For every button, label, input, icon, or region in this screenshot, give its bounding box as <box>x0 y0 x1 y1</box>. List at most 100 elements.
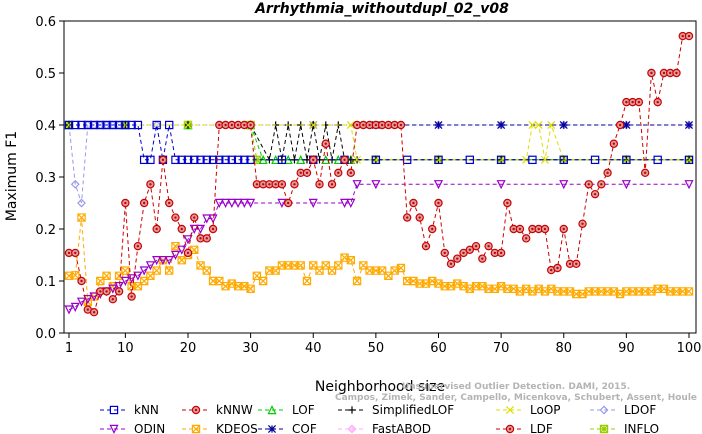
point-knn <box>139 155 149 165</box>
series-knn <box>64 120 694 165</box>
point-knn <box>102 120 111 130</box>
point-odin <box>114 282 124 292</box>
point-knnw <box>465 245 475 254</box>
point-kdeos <box>346 256 356 265</box>
point-odin <box>684 180 694 190</box>
legend-label-kdeos: KDEOS <box>216 422 258 434</box>
point-odin <box>145 261 155 271</box>
point-knnw <box>246 120 255 130</box>
point-kdeos <box>77 213 86 222</box>
point-knnw <box>165 198 174 208</box>
point-knnw <box>515 224 525 234</box>
y-tick-label: 0.4 <box>35 119 56 134</box>
legend-label-inflo: INFLO <box>624 422 659 434</box>
point-knn <box>133 120 143 130</box>
point-knnw <box>146 180 155 189</box>
legend-marker-knn <box>109 405 119 415</box>
point-knnw <box>453 254 462 263</box>
point-knnw <box>415 213 424 222</box>
y-tick-label: 0.5 <box>35 67 56 82</box>
series-line-odin <box>68 183 689 311</box>
point-knnw <box>603 168 612 178</box>
point-kdeos <box>302 276 312 286</box>
y-tick-label: 0.3 <box>35 171 56 186</box>
legend-marker-loop <box>505 405 515 415</box>
x-axis-label: Neighborhood size <box>315 379 445 395</box>
point-knnw <box>327 180 337 189</box>
point-knnw <box>190 213 199 222</box>
point-knnw <box>647 68 656 78</box>
point-odin <box>183 235 193 245</box>
point-odin <box>152 256 162 266</box>
point-knn <box>171 155 180 165</box>
point-knn <box>277 155 287 165</box>
point-knnw <box>471 241 481 251</box>
point-knnw <box>183 248 193 258</box>
point-odin <box>83 295 93 305</box>
point-cof <box>559 120 568 130</box>
legend-label-ldf: LDF <box>530 422 553 434</box>
point-odin <box>214 198 224 208</box>
point-loop <box>534 120 543 130</box>
point-knnw <box>597 180 606 189</box>
point-knn <box>96 120 105 130</box>
point-knn <box>71 120 80 130</box>
point-loop <box>547 120 556 130</box>
legend-marker-simplifiedlof <box>348 406 356 414</box>
y-tick-label: 0.1 <box>35 275 56 290</box>
y-tick-label: 0.2 <box>35 223 56 238</box>
point-knn <box>177 155 186 165</box>
point-loop <box>353 155 362 164</box>
legend-marker-odin <box>109 424 119 434</box>
point-knn <box>152 120 161 130</box>
point-knnw <box>334 168 343 178</box>
point-loop <box>371 155 380 164</box>
point-kdeos <box>202 266 211 275</box>
point-knn <box>233 155 243 165</box>
point-knnw <box>402 213 412 222</box>
point-knn <box>227 155 237 165</box>
point-knnw <box>133 241 143 251</box>
legend-item-odin: ODIN <box>100 422 165 434</box>
legend-label-lof: LOF <box>292 403 315 417</box>
point-odin <box>346 198 356 208</box>
series-odin <box>64 180 694 315</box>
point-knn <box>146 155 155 165</box>
point-knn <box>190 155 199 165</box>
point-knn <box>246 155 255 165</box>
x-tick-label: 80 <box>555 341 572 356</box>
point-knnw <box>290 180 299 189</box>
point-knnw <box>127 292 136 301</box>
legend-marker-cof <box>267 424 277 434</box>
y-axis-label: Maximum F1 <box>4 131 20 221</box>
point-knnw <box>565 259 575 269</box>
point-knnw <box>208 224 218 234</box>
point-knn <box>653 155 662 165</box>
point-knn <box>196 155 205 165</box>
series-line-knnw <box>69 35 689 313</box>
point-kdeos <box>246 284 255 293</box>
x-tick-label: 30 <box>242 341 259 356</box>
point-knn <box>240 155 249 165</box>
point-odin <box>227 198 237 208</box>
point-knnw <box>108 295 118 304</box>
point-knnw <box>503 198 512 208</box>
point-knn <box>121 120 130 130</box>
point-knn <box>108 120 118 130</box>
point-knnw <box>102 287 111 296</box>
point-knnw <box>171 213 180 222</box>
point-odin <box>339 198 350 208</box>
point-kdeos <box>296 261 305 270</box>
point-cof <box>497 120 506 130</box>
point-odin <box>170 250 181 260</box>
legend-label-ldof: LDOF <box>624 403 656 417</box>
point-knnw <box>64 248 74 258</box>
x-tick-label: 20 <box>180 341 197 356</box>
point-odin <box>277 198 287 208</box>
legend-item-loop: LoOP <box>496 403 561 417</box>
x-tick-label: 10 <box>117 341 134 356</box>
point-knn <box>83 120 92 130</box>
point-odin <box>89 292 99 302</box>
point-knnw <box>158 155 168 165</box>
